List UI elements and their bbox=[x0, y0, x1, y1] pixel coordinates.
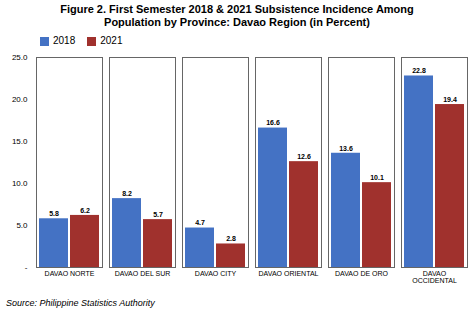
svg-text:22.8: 22.8 bbox=[412, 68, 426, 75]
svg-text:-: - bbox=[25, 263, 28, 272]
svg-text:5.8: 5.8 bbox=[49, 210, 59, 217]
svg-text:DAVAO DE ORO: DAVAO DE ORO bbox=[335, 271, 389, 278]
svg-text:DAVAO DEL SUR: DAVAO DEL SUR bbox=[115, 271, 171, 278]
svg-text:19.4: 19.4 bbox=[443, 96, 457, 103]
svg-text:8.2: 8.2 bbox=[122, 190, 132, 197]
html-text:Source: Philippine Statistics: Source: Philippine Statistics Authority bbox=[6, 298, 155, 309]
svg-text:DAVAO CITY: DAVAO CITY bbox=[195, 271, 237, 278]
svg-text:20.0: 20.0 bbox=[12, 95, 28, 104]
svg-text:DAVAOOCCIDENTAL: DAVAOOCCIDENTAL bbox=[412, 271, 457, 285]
svg-text:16.6: 16.6 bbox=[266, 120, 280, 127]
html-text:2021: 2021 bbox=[100, 34, 123, 46]
svg-text:4.7: 4.7 bbox=[195, 220, 205, 227]
svg-text:DAVAO NORTE: DAVAO NORTE bbox=[45, 271, 95, 278]
svg-text:5.0: 5.0 bbox=[16, 221, 28, 230]
svg-text:15.0: 15.0 bbox=[12, 137, 28, 146]
svg-text:10.0: 10.0 bbox=[12, 179, 28, 188]
svg-text:2.8: 2.8 bbox=[226, 236, 236, 243]
html-text:Figure 2. First Semester 2018: Figure 2. First Semester 2018 & 2021 Sub… bbox=[60, 3, 414, 29]
svg-text:5.7: 5.7 bbox=[153, 211, 163, 218]
html-text:2018: 2018 bbox=[53, 34, 76, 46]
svg-text:13.6: 13.6 bbox=[339, 145, 353, 152]
svg-text:10.1: 10.1 bbox=[370, 174, 384, 181]
svg-text:12.6: 12.6 bbox=[297, 153, 311, 160]
svg-text:6.2: 6.2 bbox=[80, 207, 90, 214]
svg-text:25.0: 25.0 bbox=[12, 53, 28, 62]
svg-text:DAVAO ORIENTAL: DAVAO ORIENTAL bbox=[259, 271, 319, 278]
